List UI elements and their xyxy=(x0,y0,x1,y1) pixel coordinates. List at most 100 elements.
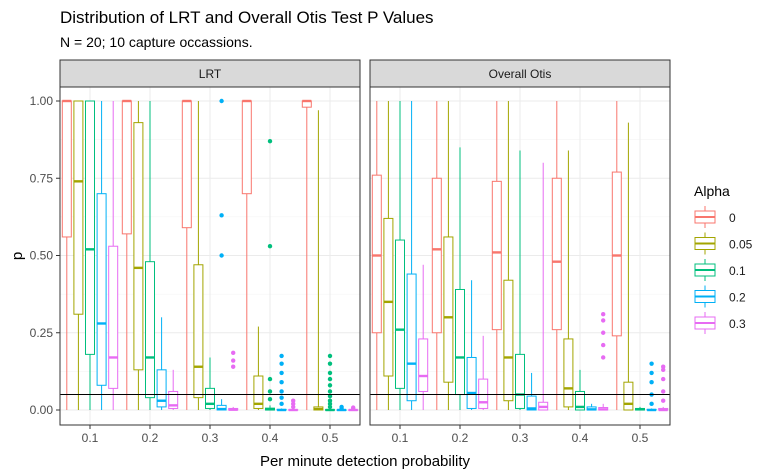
legend-item: 0.3 xyxy=(694,312,746,334)
outlier-point xyxy=(279,379,284,385)
outlier-point xyxy=(279,401,284,407)
boxplot-box xyxy=(205,357,215,410)
boxplot-box xyxy=(551,101,562,410)
boxplot-box xyxy=(96,101,107,410)
box-iqr xyxy=(406,273,417,402)
boxplot-box xyxy=(216,98,227,411)
box-iqr xyxy=(623,381,634,411)
outlier-point xyxy=(339,404,344,410)
boxplot-box xyxy=(623,122,634,411)
legend-title: Alpha xyxy=(694,183,730,199)
outlier-point xyxy=(601,330,606,335)
box-iqr xyxy=(466,356,477,409)
facet-strip-label: Overall Otis xyxy=(489,67,552,81)
outlier-point xyxy=(649,370,654,376)
boxplot-box xyxy=(276,353,287,412)
box-iqr xyxy=(526,395,537,411)
boxplot-box xyxy=(228,350,239,411)
box-iqr xyxy=(121,100,132,235)
boxplot-box xyxy=(241,99,252,410)
boxplot-box xyxy=(443,101,454,410)
box-iqr xyxy=(563,338,574,408)
box-iqr xyxy=(383,217,394,377)
box-iqr xyxy=(395,239,405,389)
x-tick-label: 0.2 xyxy=(142,431,159,445)
boxplot-box xyxy=(145,101,155,410)
box-iqr xyxy=(61,100,72,238)
boxplot-box xyxy=(313,110,324,411)
box-iqr xyxy=(241,100,252,195)
box-iqr xyxy=(491,180,502,331)
outlier-point xyxy=(291,401,296,407)
outlier-point xyxy=(601,342,606,348)
boxplot-box xyxy=(181,99,192,410)
boxplot-box xyxy=(253,326,264,410)
box-iqr xyxy=(253,375,264,409)
boxplot-box xyxy=(575,369,585,411)
boxplot-box xyxy=(108,101,119,410)
boxplot-box xyxy=(503,101,514,410)
boxplot-box xyxy=(85,100,95,410)
boxplot-box xyxy=(478,335,489,410)
outlier-point xyxy=(351,405,356,410)
panels: LRT 0.1 0.2 0.3 0.4 0.5 0.00 0.25 0.50 0.75 1.00 Ov… xyxy=(30,59,671,445)
box-iqr xyxy=(73,100,84,315)
outlier-point xyxy=(327,383,333,388)
legend-label: 0 xyxy=(729,211,736,225)
outlier-point xyxy=(327,353,333,359)
legend-label: 0.3 xyxy=(729,317,746,331)
legend-item: 0.1 xyxy=(694,259,746,281)
box-iqr xyxy=(575,390,585,411)
boxplot-box xyxy=(646,361,657,412)
outlier-point xyxy=(231,350,236,356)
outlier-point xyxy=(279,395,284,400)
outlier-point xyxy=(661,364,666,369)
outlier-point xyxy=(327,398,333,403)
outlier-point xyxy=(219,98,224,104)
boxplot-box xyxy=(73,100,84,410)
x-tick-label: 0.3 xyxy=(512,431,529,445)
box-iqr xyxy=(611,171,622,337)
outlier-point xyxy=(327,389,333,394)
y-axis-label: p xyxy=(9,252,26,260)
outlier-point xyxy=(267,244,273,249)
boxplot-box xyxy=(418,264,429,410)
x-tick-label: 0.1 xyxy=(82,431,99,445)
boxplot-box xyxy=(61,99,72,410)
panel-overall-otis: Overall Otis 0.1 0.2 0.3 0.4 0.5 xyxy=(369,59,671,445)
box-iqr xyxy=(515,353,525,409)
x-tick-label: 0.2 xyxy=(452,431,469,445)
box-iqr xyxy=(551,177,562,331)
box-iqr xyxy=(96,193,107,386)
box-iqr xyxy=(145,261,155,399)
x-tick-label: 0.4 xyxy=(262,431,279,445)
boxplot-box xyxy=(491,101,502,410)
outlier-point xyxy=(649,361,654,366)
legend: Alpha 0 0.05 0.1 0.2 0.3 xyxy=(694,183,753,334)
y-tick-label: 0.25 xyxy=(30,326,54,340)
legend-item: 0.05 xyxy=(694,232,753,255)
boxplot-box xyxy=(133,101,144,410)
outlier-point xyxy=(649,401,654,407)
outlier-point xyxy=(291,398,296,403)
legend-label: 0.1 xyxy=(729,264,746,278)
x-axis-label: Per minute detection probability xyxy=(260,453,471,470)
boxplot-box xyxy=(383,101,394,410)
outlier-point xyxy=(661,376,666,382)
boxplot-box xyxy=(598,312,609,411)
boxplot-box xyxy=(538,162,549,411)
outlier-point xyxy=(231,358,236,363)
boxplot-box xyxy=(336,404,347,412)
boxplot-box xyxy=(635,406,645,411)
box-iqr xyxy=(205,387,215,409)
x-tick-label: 0.5 xyxy=(632,431,649,445)
boxplot-box xyxy=(265,138,275,411)
boxplot-box xyxy=(168,369,179,410)
y-tick-label: 0.75 xyxy=(30,171,54,185)
box-iqr xyxy=(443,236,454,383)
x-tick-label: 0.5 xyxy=(322,431,339,445)
boxplot-box xyxy=(395,101,405,410)
x-tick-label: 0.1 xyxy=(392,431,409,445)
outlier-point xyxy=(279,361,284,366)
